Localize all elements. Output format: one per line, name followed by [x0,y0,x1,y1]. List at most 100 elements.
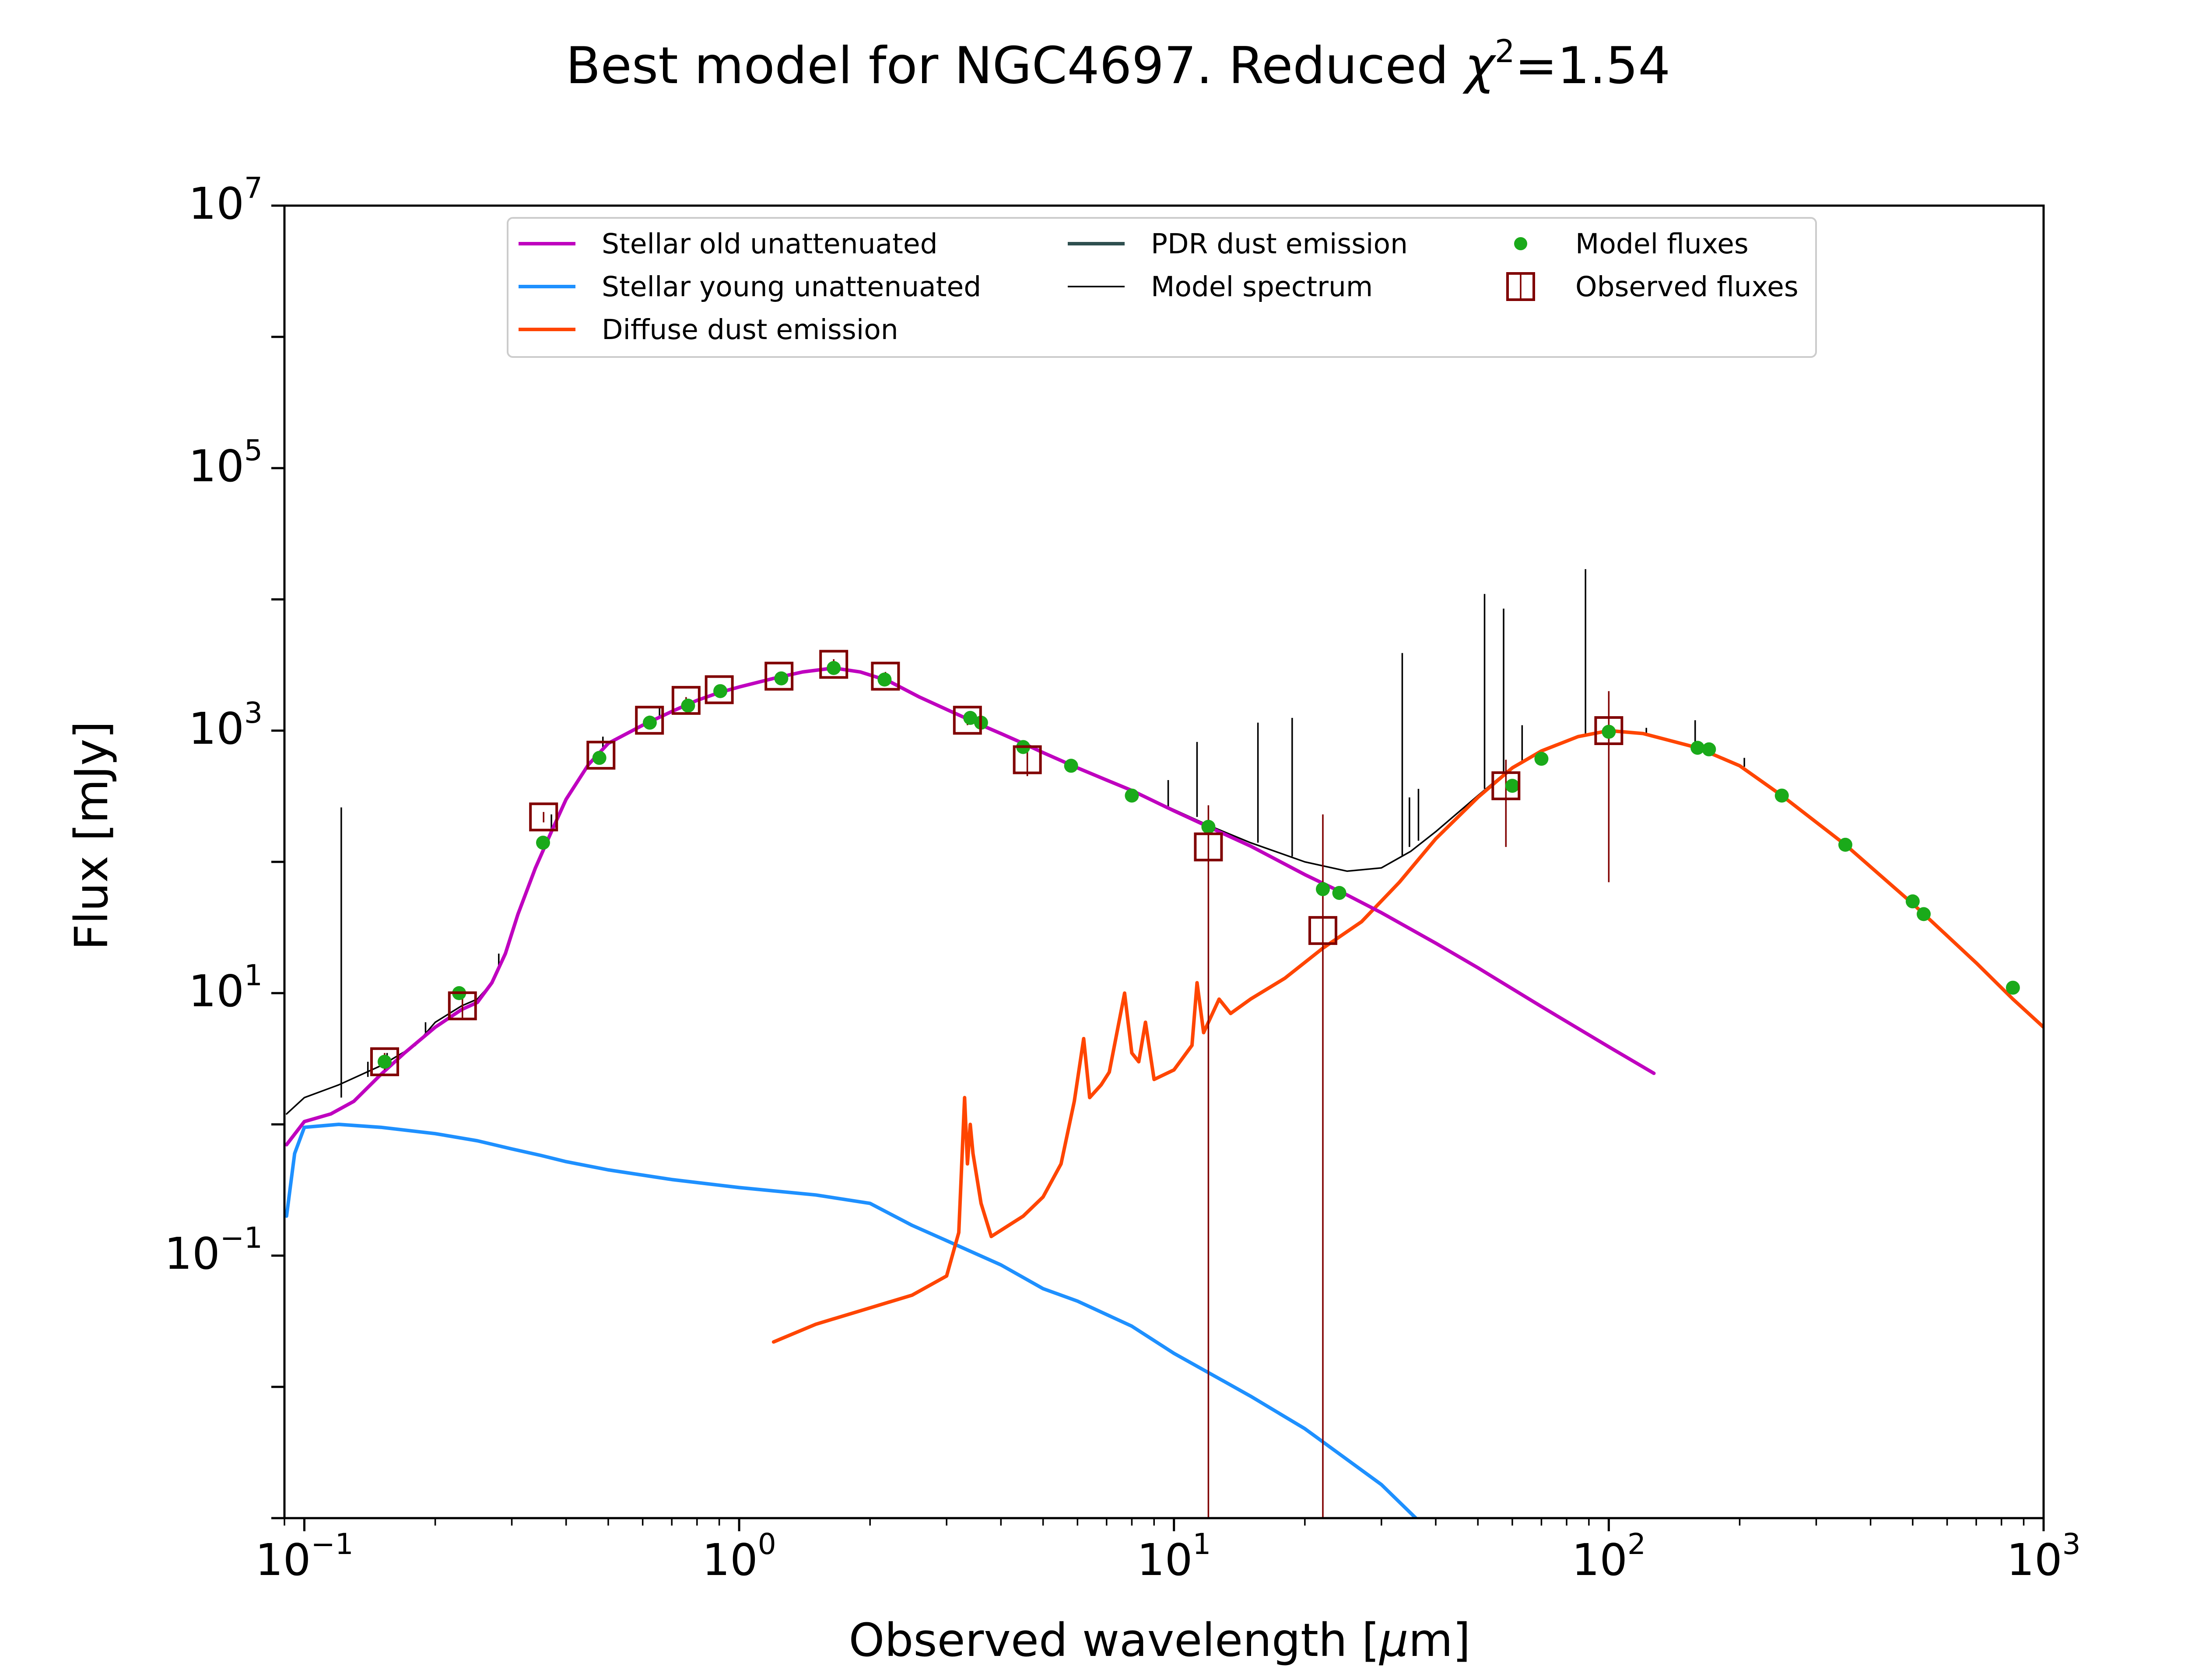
legend-item-pdr-dust: PDR dust emission [1068,228,1408,260]
series-line-stellar-old [284,666,1656,1147]
observed-flux-point [448,991,477,1021]
observed-flux-point [819,650,849,679]
observed-flux-point [586,741,616,770]
x-axis-label-suffix: m] [1409,1614,1471,1667]
chart-title: Best model for NGC4697. Reduced χ2=1.54 [566,33,1670,95]
model-flux-point [2006,980,2020,995]
y-axis-label: Flux [mJy] [65,721,118,950]
y-tick-label-exp: 3 [244,696,263,730]
x-tick-label: 10−1 [255,1527,354,1586]
y-tick-label-base: 10 [189,178,244,229]
x-tick-label: 102 [1572,1527,1646,1586]
model-flux-point [1064,759,1078,773]
model-flux-point [1774,788,1789,803]
model-flux-point [377,1054,392,1069]
legend: Stellar old unattenuated Stellar young un… [507,217,1817,358]
x-axis-label-mu: μ [1378,1614,1408,1667]
observed-flux-point [370,1047,399,1076]
x-tick-label-base: 10 [2006,1534,2062,1586]
model-flux-point [642,715,657,730]
model-flux-point [1315,882,1330,896]
observed-flux-point [635,706,664,735]
observed-flux-point [529,802,558,832]
y-tick-label-base: 10 [164,1228,220,1279]
observed-flux-point [953,706,982,735]
y-tick-label-base: 10 [189,966,244,1017]
x-tick-label-exp: 1 [1192,1527,1211,1561]
x-tick-label-exp: 3 [2062,1527,2081,1561]
y-tick-label-base: 10 [189,441,244,492]
y-tick-label-base: 10 [189,703,244,754]
y-tick-label: 105 [189,434,263,492]
model-flux-point [877,672,892,687]
y-tick-label-exp: −1 [220,1221,263,1255]
x-tick-label: 100 [702,1527,776,1586]
model-flux-point [1125,788,1139,803]
observed-flux-point [705,675,734,704]
chart-title-value: =1.54 [1515,36,1670,95]
model-flux-point [827,661,841,675]
chart-title-sup: 2 [1495,33,1515,70]
observed-flux-point [1308,916,1337,945]
legend-item-stellar-young: Stellar young unattenuated [519,271,981,303]
model-flux-point [1332,886,1346,900]
y-tick-label-exp: 1 [244,959,263,992]
x-tick-label-exp: 0 [758,1527,776,1561]
model-flux-point [1602,724,1616,739]
legend-item-stellar-old: Stellar old unattenuated [519,228,938,260]
series-line-stellar-young [284,1123,1418,1518]
y-tick-label: 107 [189,171,263,229]
y-tick-label: 10−1 [164,1221,263,1279]
chart-title-main: Best model for NGC4697. Reduced [566,36,1465,95]
x-tick-label: 101 [1137,1527,1211,1586]
legend-label: Diffuse dust emission [602,314,898,346]
x-tick-label-base: 10 [1572,1534,1627,1586]
observed-flux-point [1491,771,1521,801]
x-tick-label-exp: −1 [311,1527,353,1561]
legend-frame [507,217,1817,358]
x-axis: 10−1 100 101 102 103 [255,1518,2081,1586]
model-flux-point [1905,894,1920,909]
observed-flux-point [1194,832,1223,861]
model-flux-point [592,751,607,765]
model-flux-point [1505,779,1519,793]
legend-label: PDR dust emission [1151,228,1408,260]
x-tick-label-exp: 2 [1627,1527,1646,1561]
chart-title-chi: χ [1462,36,1497,95]
model-flux-point [1702,742,1716,756]
model-flux-point [713,684,728,698]
x-tick-label-base: 10 [1137,1534,1192,1586]
model-flux-point [774,671,789,686]
legend-swatch-dot [1514,237,1527,250]
model-flux-point [1838,837,1852,852]
observed-flux-point [764,662,794,691]
legend-label: Stellar old unattenuated [602,228,938,260]
x-tick-label-base: 10 [255,1534,311,1586]
legend-label: Model spectrum [1151,271,1373,303]
plot-area [283,204,2045,1519]
legend-item-diffuse-dust: Diffuse dust emission [519,314,898,346]
legend-item-model-spectrum: Model spectrum [1068,271,1373,303]
y-tick-label-exp: 7 [244,171,263,205]
observed-flux-point [1013,745,1042,774]
observed-flux-point [871,662,900,691]
x-tick-label-base: 10 [702,1534,757,1586]
legend-item-model-fluxes: Model fluxes [1514,228,1749,260]
y-tick-label: 103 [189,696,263,754]
model-flux-point [963,710,978,725]
x-axis-label-prefix: Observed wavelength [ [849,1614,1380,1667]
y-tick-label: 101 [189,959,263,1017]
model-flux-point [536,836,550,850]
observed-flux-point [1594,716,1623,745]
model-flux-point [1690,741,1705,755]
plot-layer [284,569,2044,1518]
model-flux-point [681,698,695,713]
x-tick-label: 103 [2006,1527,2080,1586]
legend-label: Observed fluxes [1575,271,1799,303]
model-flux-point [1534,752,1549,766]
legend-label: Stellar young unattenuated [602,271,981,303]
x-axis-label: Observed wavelength [μm] [849,1614,1471,1667]
model-flux-point [1917,907,1931,921]
legend-item-observed-fluxes: Observed fluxes [1506,271,1799,303]
